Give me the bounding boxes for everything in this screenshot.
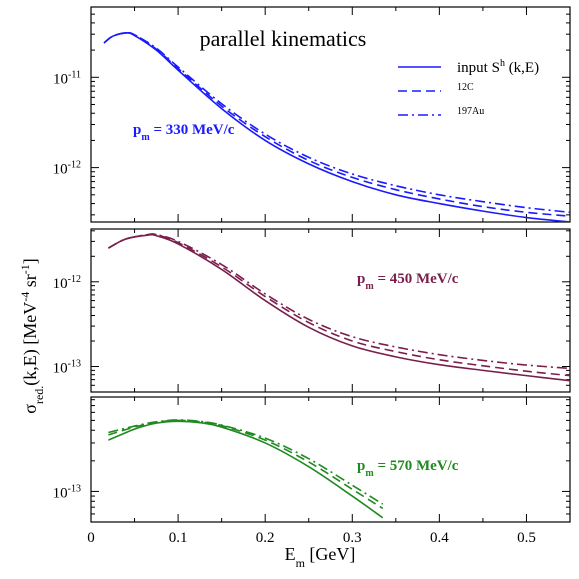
series-line-dashed [103,31,570,217]
x-tick-label: 0.1 [169,530,188,546]
panel-2: 10-12 10-13 [53,228,571,393]
x-axis-label: Em [GeV] [285,544,356,570]
y-tick-label: 10-11 [53,69,81,87]
panel-3: 10-13 0 0.1 0.2 0.3 0.4 0.5 [53,396,571,546]
series-line-dashdot [108,419,384,505]
annotation-pm-330: pm = 330 MeV/c [133,122,235,143]
panel-frame [90,6,571,223]
y-axis-label: σred.(k,E) [MeV-4 sr-1] [18,258,46,414]
y-tick-label: 10-13 [53,483,81,501]
chart-title: parallel kinematics [200,26,367,51]
panel-frame [90,396,571,523]
legend-label: input Sh (k,E) [457,58,539,76]
x-tick-label: 0.3 [343,530,362,546]
x-tick-label: 0 [87,530,95,546]
legend: input Sh (k,E) 12C 197Au [398,58,539,117]
panel-1: 10-11 10-12 [53,6,571,223]
legend-label: 12C [457,82,474,93]
y-tick-label: 10-12 [53,160,81,178]
series-line-dashed [108,419,384,510]
legend-label: 197Au [457,106,484,117]
annotation-pm-450: pm = 450 MeV/c [357,271,459,292]
series-line-dashdot [108,233,570,370]
series-line-dashed [108,233,570,377]
series-line-solid [108,233,570,382]
x-tick-label: 0.4 [430,530,449,546]
panel-frame [90,228,571,393]
annotation-pm-570: pm = 570 MeV/c [357,458,459,479]
x-tick-label: 0.5 [517,530,536,546]
y-tick-label: 10-13 [53,359,81,377]
series-line-solid [108,420,384,519]
x-tick-label: 0.2 [256,530,275,546]
series-line-dashdot [103,31,570,214]
panels: 10-11 10-12 10-12 10-13 10-13 0 0.1 0.2 0.3 0.4 0.… [53,6,571,546]
y-tick-label: 10-12 [53,274,81,292]
